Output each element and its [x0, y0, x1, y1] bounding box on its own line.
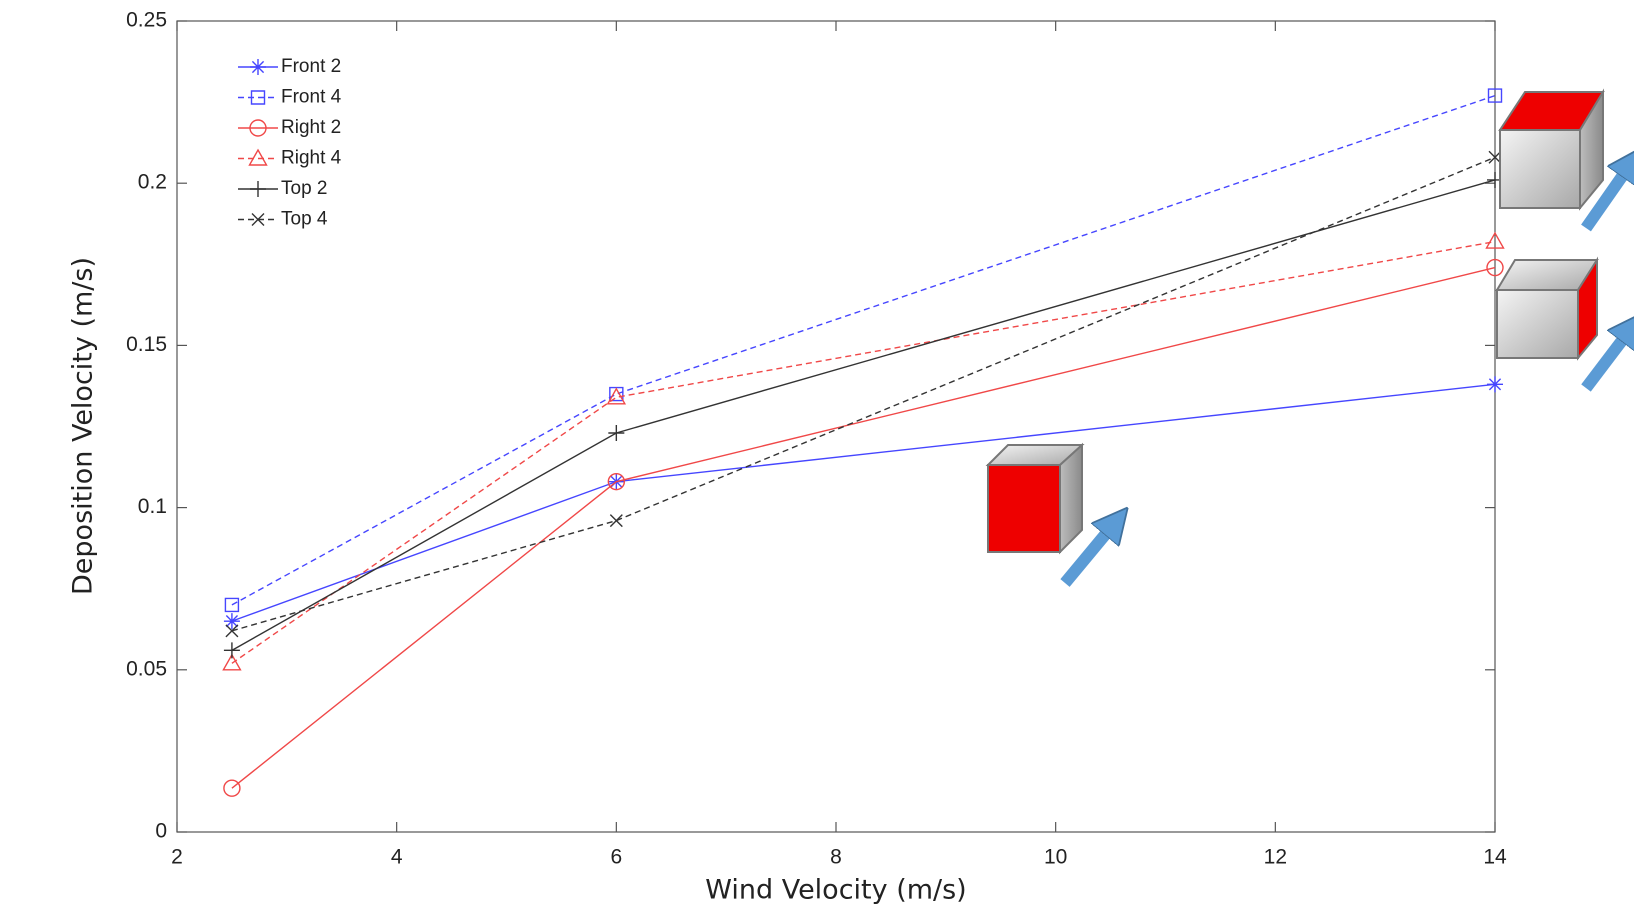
- y-tick-label: 0.2: [138, 171, 167, 194]
- data-marker: [223, 779, 241, 797]
- data-marker: [223, 642, 240, 659]
- legend: Front 2 Front 4 Right 2 Right 4 Top 2 Top 4: [238, 56, 342, 230]
- data-marker: [606, 387, 627, 405]
- cube-icon-right: [1495, 256, 1599, 361]
- y-tick-label: 0.1: [138, 495, 167, 518]
- legend-marker: [251, 213, 265, 226]
- legend-label: Front 4: [281, 87, 342, 108]
- y-tick-label: 0: [155, 820, 167, 843]
- plot-area: [176, 20, 1496, 833]
- data-marker: [1486, 258, 1504, 277]
- legend-label: Front 2: [281, 56, 341, 77]
- series-lines: [222, 88, 1505, 797]
- x-tick-label: 12: [1264, 846, 1287, 869]
- legend-marker: [250, 90, 266, 105]
- data-marker: [225, 624, 239, 638]
- data-marker: [1487, 376, 1503, 393]
- data-marker: [609, 514, 623, 528]
- legend-label: Top 2: [281, 178, 327, 199]
- data-marker: [608, 424, 625, 441]
- legend-marker: [250, 181, 266, 197]
- data-marker: [223, 613, 240, 630]
- y-tick-label: 0.05: [126, 657, 167, 680]
- legend-label: Right 2: [281, 117, 341, 138]
- series-line: [231, 266, 1496, 789]
- series-line: [231, 156, 1496, 632]
- y-tick-label: 0.15: [126, 333, 167, 356]
- x-tick-label: 4: [391, 846, 403, 869]
- x-tick-label: 6: [610, 846, 622, 869]
- data-marker: [222, 653, 242, 671]
- wind-arrow: [1581, 330, 1634, 392]
- y-tick-label: 0.25: [126, 9, 167, 32]
- ticks: 2 4 6 8 10 12 14 0 0.05 0.1 0.15 0.2 0.25: [126, 9, 1507, 869]
- x-tick-label: 8: [830, 846, 842, 869]
- legend-marker: [248, 148, 268, 166]
- data-marker: [224, 597, 240, 613]
- data-marker: [1487, 88, 1503, 103]
- wind-arrow: [1060, 524, 1114, 587]
- series-line: [231, 240, 1496, 664]
- legend-label: Right 4: [281, 148, 342, 169]
- wind-arrow: [1581, 165, 1634, 232]
- x-tick-label: 14: [1483, 846, 1507, 869]
- cube-icon-top: [1498, 88, 1605, 211]
- legend-marker: [249, 119, 267, 137]
- legend-label: Top 4: [281, 209, 328, 230]
- x-axis-label: Wind Velocity (m/s): [705, 875, 966, 906]
- data-marker: [1485, 231, 1505, 249]
- data-marker: [607, 473, 626, 491]
- x-tick-label: 10: [1044, 846, 1067, 869]
- x-tick-label: 2: [171, 846, 183, 869]
- cube-icon-front: [985, 442, 1085, 555]
- legend-marker: [250, 59, 266, 75]
- y-axis-label: Deposition Velocity (m/s): [68, 257, 99, 595]
